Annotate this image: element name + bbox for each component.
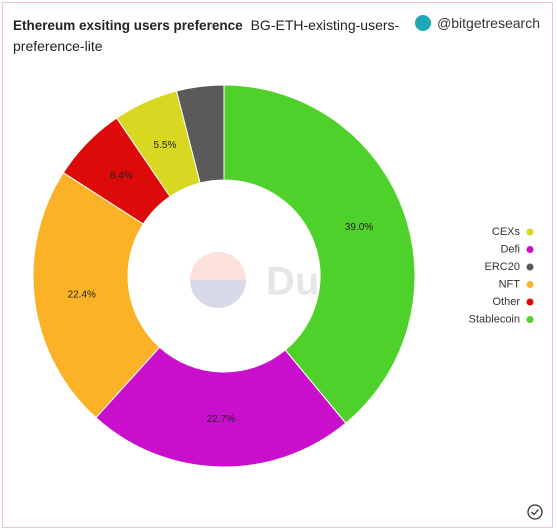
- legend-label: ERC20: [485, 261, 520, 273]
- author-logo: [415, 15, 432, 31]
- watermark-logo: [190, 252, 246, 308]
- slice-label: 22.4%: [68, 290, 96, 301]
- slice-label: 22.7%: [207, 414, 235, 425]
- slice-label: 39.0%: [345, 222, 373, 233]
- legend-label: CEXs: [492, 226, 521, 238]
- legend-label: NFT: [499, 278, 521, 290]
- slice: [175, 84, 225, 184]
- legend-swatch: [526, 246, 534, 253]
- legend-swatch: [526, 228, 534, 236]
- slice-label: 6.4%: [110, 170, 133, 181]
- check-icon[interactable]: [527, 504, 543, 520]
- slice-label: 5.5%: [154, 140, 177, 151]
- legend-label: Stablecoin: [469, 313, 520, 325]
- slice: [223, 84, 416, 424]
- query-name[interactable]: BG-ETH-existing-users-preference-lite: [13, 17, 400, 54]
- legend-swatch: [526, 281, 534, 288]
- author[interactable]: @bitgetresearch: [415, 15, 540, 31]
- title-block: Ethereum exsiting users preference BG-ETH…: [13, 15, 413, 56]
- legend-swatch: [526, 298, 534, 306]
- legend-label: Other: [492, 296, 520, 308]
- legend-swatch: [526, 316, 534, 323]
- panel: Ethereum exsiting users preference BG-ETH…: [2, 2, 553, 528]
- chart-title: Ethereum exsiting users preference: [13, 18, 243, 33]
- author-handle[interactable]: @bitgetresearch: [437, 15, 540, 31]
- legend-swatch: [526, 263, 534, 271]
- slice: [95, 346, 347, 468]
- legend-label: Defi: [500, 243, 520, 255]
- slice: [32, 171, 161, 419]
